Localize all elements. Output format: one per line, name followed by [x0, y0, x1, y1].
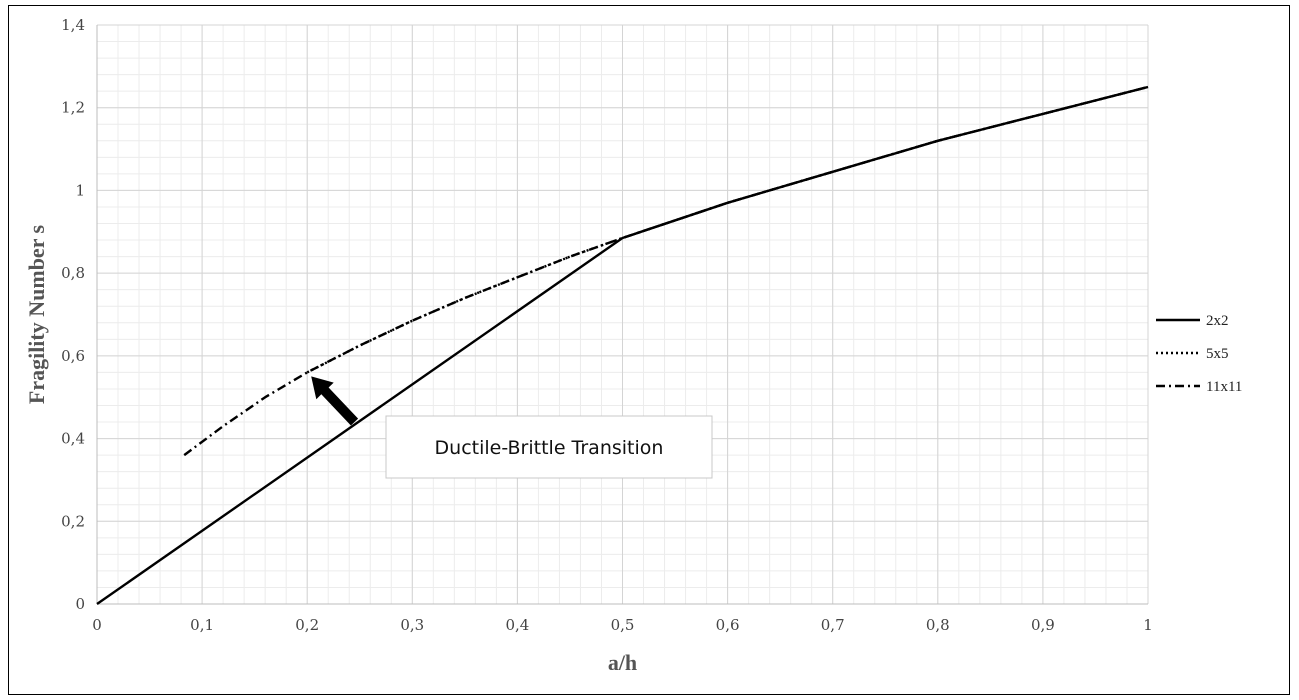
series-lines	[96, 85, 1149, 605]
x-tick-label: 0,9	[1031, 616, 1055, 634]
y-tick-label: 0,4	[61, 430, 85, 448]
y-tick-label: 0,2	[61, 512, 85, 530]
x-tick-label: 1	[1143, 616, 1153, 634]
x-tick-label: 0,7	[821, 616, 845, 634]
legend: 2x2 5x5 11x11	[1156, 313, 1242, 395]
y-tick-label: 1,2	[61, 99, 85, 117]
y-tick-label: 1	[75, 181, 85, 199]
y-tick-label: 1,4	[61, 16, 85, 34]
y-axis-title: Fragility Number s	[24, 224, 49, 404]
x-tick-label: 0,4	[505, 616, 529, 634]
x-axis-title: a/h	[608, 650, 637, 675]
x-tick-label: 0,3	[400, 616, 424, 634]
annotation-arrow	[311, 376, 359, 426]
annotation-box	[385, 415, 713, 479]
x-tick-label: 0,8	[926, 616, 950, 634]
grid	[96, 24, 1149, 605]
tick-labels: 0 0,1 0,2 0,3 0,4 0,5 0,6 0,7 0,8 0,9 1 0 0,2 0,4 0,6 0…	[61, 16, 1153, 634]
x-tick-label: 0	[92, 616, 102, 634]
legend-label-2x2: 2x2	[1206, 313, 1229, 329]
series-line-11x11	[183, 85, 1149, 457]
annotation-text: Ductile-Brittle Transition	[435, 437, 664, 459]
annotation: Ductile-Brittle Transition	[311, 376, 713, 479]
x-tick-label: 0,6	[716, 616, 740, 634]
chart-frame	[8, 5, 1290, 695]
x-tick-label: 0,5	[611, 616, 635, 634]
x-tick-label: 0,1	[190, 616, 214, 634]
y-tick-label: 0,6	[61, 347, 85, 365]
legend-label-5x5: 5x5	[1206, 346, 1229, 362]
y-tick-label: 0,8	[61, 264, 85, 282]
y-tick-label: 0	[75, 595, 85, 613]
legend-label-11x11: 11x11	[1206, 379, 1242, 395]
x-tick-label: 0,2	[295, 616, 319, 634]
